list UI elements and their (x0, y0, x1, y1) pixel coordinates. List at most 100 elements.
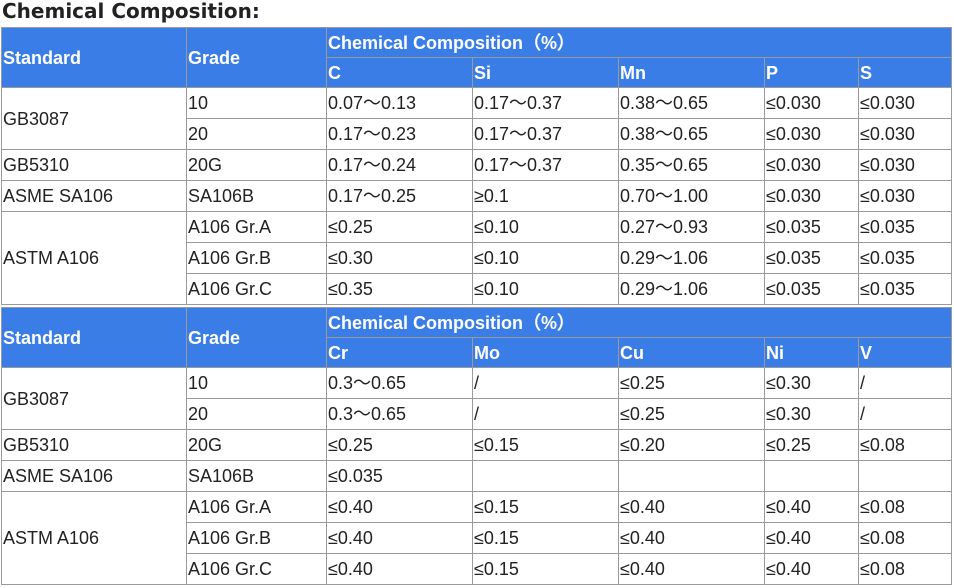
value-cell: 0.17～0.37 (472, 149, 619, 181)
value-cell: ≤0.030 (764, 180, 859, 212)
data-row: ASTM A106 A106 Gr.A ≤0.40 ≤0.15 ≤0.40 ≤0.40 ≤0… (1, 491, 953, 585)
header-cell: S (857, 57, 953, 88)
value-cell: ≤0.030 (857, 180, 953, 212)
grade-cell: SA106B (186, 460, 327, 492)
value-cell: 0.38～0.65 (618, 118, 765, 150)
value-cell: ≤0.25 (326, 211, 473, 243)
value-cell: ≤0.25 (764, 429, 859, 461)
header-cell: Grade (186, 27, 327, 88)
header-row: Standard Grade Chemical Composition（%） (1, 307, 953, 368)
header-cell: Mn (618, 57, 765, 88)
grade-cell: SA106B (186, 180, 327, 212)
value-cell: ≤0.40 (618, 522, 765, 554)
header-cell: Grade (186, 307, 327, 368)
standard-cell: GB3087 (1, 367, 187, 430)
value-cell: ≤0.20 (618, 429, 765, 461)
data-row: ASTM A106 A106 Gr.A ≤0.25 ≤0.10 0.27～0.93 ≤0.… (1, 211, 953, 305)
empty-cell (764, 460, 859, 492)
value-cell: 0.35～0.65 (618, 149, 765, 181)
data-row: 20 0.17～0.23 0.17～0.37 0.38～0.65 ≤0.030 ≤0.03… (2, 118, 953, 150)
value-cell: 0.38～0.65 (618, 87, 765, 119)
value-cell: 0.29～1.06 (618, 242, 765, 274)
value-cell: ≤0.40 (764, 522, 859, 554)
value-cell: 0.17～0.25 (326, 180, 473, 212)
data-row: GB3087 10 0.3～0.65/≤0.25 ≤0.30/ (1, 367, 953, 430)
value-cell: 0.17～0.37 (472, 118, 619, 150)
standard-cell: GB5310 (1, 149, 187, 181)
standard-cell: ASME SA106 (1, 180, 187, 212)
value-cell: ≤0.25 (326, 429, 473, 461)
page-title: Chemical Composition: (2, 0, 260, 23)
composition-table: Standard Grade Chemical Composition（%） Cr Mo… (1, 307, 953, 585)
grade-cell: 20 (186, 118, 327, 150)
value-cell: ≤0.035 (764, 211, 859, 243)
header-row: C Si Mn P S (2, 57, 953, 88)
grade-cell: 10 (186, 367, 327, 399)
grade-cell: A106 Gr.C (186, 273, 327, 305)
value-cell: ≤0.15 (472, 522, 619, 554)
value-cell: ≤0.030 (857, 118, 953, 150)
header-cell: Ni (764, 337, 859, 368)
grade-cell: 20G (186, 429, 327, 461)
value-cell: ≤0.08 (857, 553, 953, 585)
tables: Standard Grade Chemical Composition（%） C Si M… (0, 27, 954, 585)
value-cell: ≤0.40 (618, 491, 765, 523)
empty-cell (857, 460, 953, 492)
value-cell: 0.17～0.37 (472, 87, 619, 119)
header-cell: Chemical Composition（%） (325, 307, 953, 338)
grade-cell: 20G (186, 149, 327, 181)
empty-cell (618, 460, 765, 492)
header-cell: Cu (618, 337, 765, 368)
value-cell: ≤0.30 (326, 242, 473, 274)
value-cell: ≤0.40 (326, 553, 473, 585)
value-cell: ≤0.30 (764, 367, 859, 399)
value-cell: ≤0.15 (472, 553, 619, 585)
value-cell: ≤0.40 (618, 553, 765, 585)
grade-cell: A106 Gr.A (186, 211, 327, 243)
value-cell: / (857, 367, 953, 399)
grade-cell: A106 Gr.B (186, 522, 327, 554)
grade-cell: 20 (186, 398, 327, 430)
value-cell: 0.27～0.93 (618, 211, 765, 243)
value-cell: ≤0.035 (857, 242, 953, 274)
value-cell: 0.29～1.06 (618, 273, 765, 305)
data-row: GB5310 20G ≤0.25 ≤0.15 ≤0.20 ≤0.25 ≤0.08 (1, 429, 953, 461)
value-cell: ≤0.08 (857, 491, 953, 523)
value-cell: ≤0.40 (764, 553, 859, 585)
value-cell: ≤0.030 (857, 149, 953, 181)
header-cell: Standard (1, 307, 187, 368)
header-row: Standard Grade Chemical Composition（%） (1, 27, 953, 88)
value-cell: ≤0.08 (857, 522, 953, 554)
value-cell: ≤0.030 (857, 87, 953, 119)
value-cell: / (472, 398, 619, 430)
grade-cell: A106 Gr.C (186, 553, 327, 585)
value-cell: ≤0.030 (764, 118, 859, 150)
value-cell: ≤0.40 (326, 491, 473, 523)
header-cell: Cr (326, 337, 473, 368)
data-row: A106 Gr.C ≤0.35 ≤0.10 0.29～1.06 ≤0.035 ≤0.035 (2, 273, 953, 305)
data-row: A106 Gr.C ≤0.40 ≤0.15 ≤0.40 ≤0.40 ≤0.08 (2, 553, 953, 585)
grade-cell: A106 Gr.B (186, 242, 327, 274)
standard-cell: GB5310 (1, 429, 187, 461)
value-cell: ≤0.15 (472, 491, 619, 523)
value-cell: 0.3～0.65 (326, 367, 473, 399)
data-row: ASME SA106 SA106B ≤0.035 (1, 460, 953, 492)
header-cell: Si (472, 57, 619, 88)
value-cell: ≤0.030 (764, 87, 859, 119)
value-cell: ≤0.035 (326, 460, 473, 492)
grade-cell: A106 Gr.A (186, 491, 327, 523)
value-cell: ≤0.10 (472, 211, 619, 243)
value-cell: ≤0.25 (618, 398, 765, 430)
value-cell: ≤0.035 (764, 242, 859, 274)
standard-cell: GB3087 (1, 87, 187, 150)
header-cell: Standard (1, 27, 187, 88)
empty-cell (472, 460, 619, 492)
composition-table: Standard Grade Chemical Composition（%） C Si M… (1, 27, 953, 305)
grade-cell: 10 (186, 87, 327, 119)
standard-cell: ASTM A106 (1, 491, 187, 585)
value-cell: ≤0.08 (857, 429, 953, 461)
data-row: GB3087 10 0.07～0.13 0.17～0.37 0.38～0.65 ≤0.03… (1, 87, 953, 150)
value-cell: ≤0.40 (326, 522, 473, 554)
value-cell: 0.70～1.00 (618, 180, 765, 212)
